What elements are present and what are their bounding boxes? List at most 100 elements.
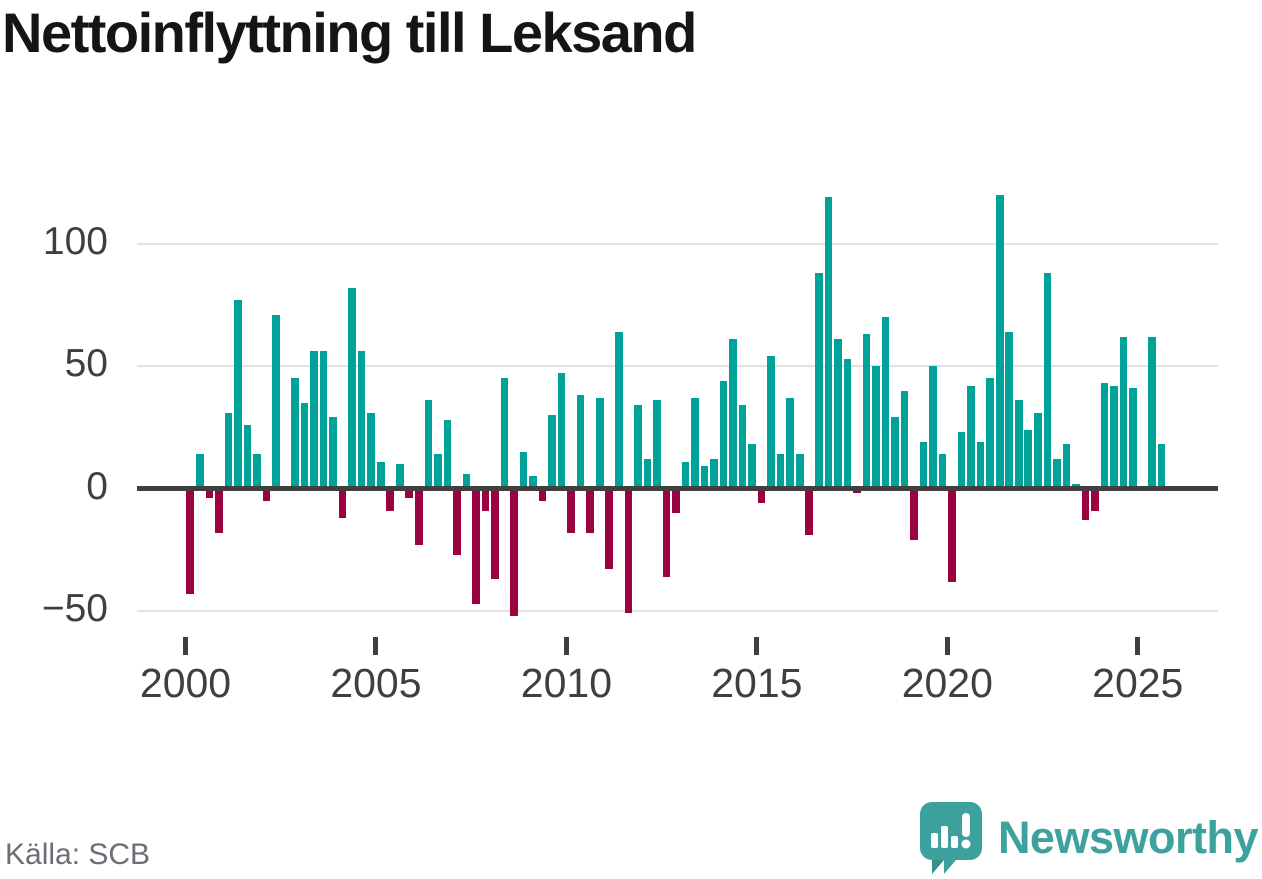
bar-2006Q3 <box>434 454 442 489</box>
bar-2004Q3 <box>357 351 366 489</box>
bar-2013Q3 <box>700 466 709 489</box>
bar-2009Q1 <box>529 476 537 489</box>
bar-2013Q4 <box>710 459 718 489</box>
x-axis-label-2025: 2025 <box>1092 660 1184 706</box>
gridline--50 <box>137 610 1218 612</box>
bar-2016Q2 <box>805 488 814 536</box>
bar-2009Q3 <box>548 415 556 489</box>
bar-2009Q4 <box>557 373 566 489</box>
bar-2007Q3 <box>472 488 480 604</box>
y-axis-label-50: 50 <box>64 342 108 385</box>
bar-2011Q2 <box>614 331 623 489</box>
bar-2002Q1 <box>262 488 271 501</box>
bar-2006Q4 <box>443 419 452 489</box>
bar-2005Q1 <box>376 461 385 489</box>
x-axis-label-2000: 2000 <box>139 660 232 706</box>
bar-2012Q1 <box>643 459 652 489</box>
bar-2018Q3 <box>891 417 899 489</box>
bar-2011Q1 <box>605 488 614 570</box>
bar-2011Q3 <box>624 488 633 614</box>
bar-2015Q4 <box>786 397 794 489</box>
x-axis-tick-2025 <box>1135 637 1141 655</box>
bar-2005Q4 <box>405 488 414 499</box>
bar-2023Q1 <box>1062 444 1071 489</box>
newsworthy-wordmark: Newsworthy <box>997 812 1259 863</box>
bar-2017Q1 <box>834 339 842 489</box>
x-axis-label-2005: 2005 <box>330 660 422 706</box>
bar-2015Q1 <box>757 488 766 504</box>
bar-2001Q2 <box>234 299 242 489</box>
bar-2008Q4 <box>519 451 528 489</box>
bar-2010Q4 <box>595 397 604 489</box>
x-axis-tick-2000 <box>183 637 188 655</box>
gridline-100 <box>137 242 1218 245</box>
y-axis-label-100: 100 <box>42 219 108 263</box>
bar-2019Q3 <box>929 366 937 489</box>
x-axis-tick-2015 <box>754 637 760 655</box>
bar-2000Q2 <box>195 454 204 489</box>
bar-2023Q4 <box>1091 488 1099 511</box>
bar-2013Q2 <box>691 397 699 489</box>
bar-2006Q1 <box>415 488 423 545</box>
bar-2025Q3 <box>1157 444 1166 489</box>
bar-2010Q1 <box>567 488 575 533</box>
bar-2002Q2 <box>272 314 280 489</box>
x-axis-tick-2005 <box>373 637 379 655</box>
y-axis-label--50: −50 <box>41 587 108 630</box>
x-axis-tick-2020 <box>944 637 950 655</box>
bar-2022Q4 <box>1053 459 1061 489</box>
bar-2007Q4 <box>481 488 490 511</box>
bar-2000Q3 <box>205 488 214 499</box>
bar-2014Q3 <box>738 405 747 489</box>
bar-2005Q2 <box>386 488 395 511</box>
bar-2015Q2 <box>767 356 775 489</box>
bar-2010Q3 <box>586 488 595 533</box>
newsworthy-speech-bubble-chart-icon <box>919 802 982 874</box>
bar-2015Q3 <box>776 454 785 489</box>
bar-2017Q4 <box>862 334 871 489</box>
bar-2008Q3 <box>510 488 518 616</box>
bar-2004Q2 <box>348 287 356 489</box>
bar-2009Q2 <box>538 488 547 501</box>
bar-2014Q1 <box>719 380 728 489</box>
bar-2018Q4 <box>900 390 909 489</box>
bar-2019Q4 <box>938 454 947 489</box>
bar-2007Q1 <box>453 488 461 555</box>
bar-2002Q4 <box>291 378 299 489</box>
bar-2024Q1 <box>1100 383 1109 489</box>
bar-2004Q4 <box>367 412 375 489</box>
bar-2020Q3 <box>967 385 975 489</box>
bar-2007Q2 <box>462 473 471 489</box>
bar-2020Q1 <box>948 488 956 582</box>
bar-2011Q4 <box>634 405 642 489</box>
bar-2016Q3 <box>814 272 823 489</box>
bar-2003Q4 <box>329 417 337 489</box>
bar-2012Q3 <box>662 488 671 577</box>
gridline-50 <box>137 365 1218 367</box>
bar-2003Q1 <box>300 402 309 489</box>
bar-2000Q1 <box>186 488 195 594</box>
x-axis-tick-2010 <box>563 637 569 655</box>
zero-axis-line <box>137 486 1218 491</box>
bar-2023Q3 <box>1081 488 1090 521</box>
bar-2005Q3 <box>395 464 404 489</box>
bar-2024Q2 <box>1110 385 1118 489</box>
bar-2020Q2 <box>957 432 966 489</box>
bar-2018Q1 <box>872 366 880 489</box>
bar-2021Q4 <box>1014 400 1023 489</box>
bar-2008Q1 <box>491 488 499 580</box>
bar-2014Q2 <box>729 339 737 489</box>
bar-2001Q3 <box>243 424 252 489</box>
bar-2024Q4 <box>1129 388 1137 489</box>
bar-2003Q3 <box>319 351 328 489</box>
bar-2010Q2 <box>576 395 585 489</box>
bar-2022Q3 <box>1043 272 1052 489</box>
y-axis-label-0: 0 <box>86 464 108 508</box>
source-label: Källa: SCB <box>5 838 151 871</box>
bar-2014Q4 <box>748 444 756 489</box>
newsworthy-logo: Newsworthy <box>918 800 1259 876</box>
bar-2024Q3 <box>1119 336 1128 489</box>
bar-2016Q4 <box>824 196 833 489</box>
bar-2016Q1 <box>795 454 804 489</box>
